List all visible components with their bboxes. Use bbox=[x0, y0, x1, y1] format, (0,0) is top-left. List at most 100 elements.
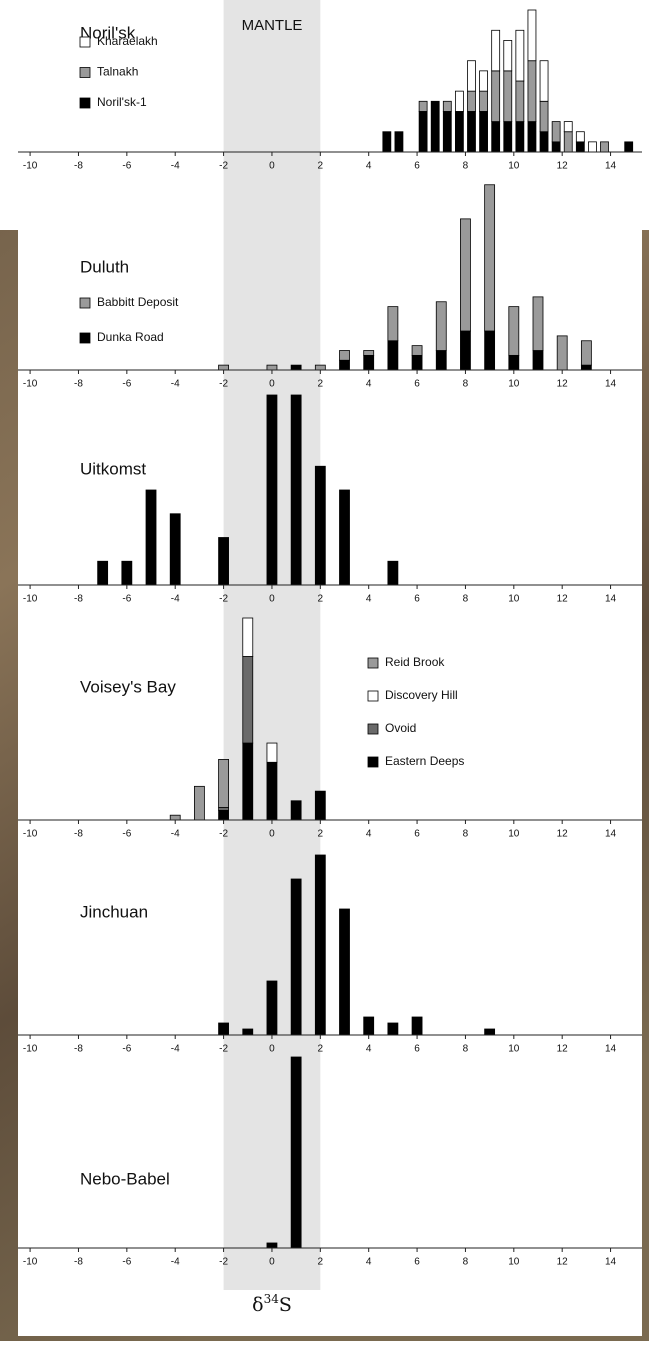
bar-segment bbox=[516, 81, 524, 122]
bar-segment bbox=[485, 1029, 495, 1035]
x-tick-label: 2 bbox=[318, 1044, 324, 1055]
x-tick-label: 14 bbox=[605, 594, 617, 605]
bar-segment bbox=[291, 1057, 301, 1248]
bar-segment bbox=[219, 759, 229, 807]
bar-segment bbox=[552, 122, 560, 142]
x-tick-label: -8 bbox=[74, 1257, 83, 1268]
legend-label: Noril'sk-1 bbox=[97, 95, 147, 109]
x-tick-label: 8 bbox=[463, 379, 469, 390]
bar-segment bbox=[340, 490, 350, 585]
x-tick-label: 4 bbox=[366, 594, 372, 605]
x-tick-label: -2 bbox=[219, 379, 228, 390]
legend-label: Babbitt Deposit bbox=[97, 295, 179, 309]
bar-segment bbox=[340, 360, 350, 370]
bar-segment bbox=[315, 791, 325, 820]
x-tick-label: -10 bbox=[23, 829, 38, 840]
x-tick-label: -4 bbox=[171, 161, 180, 172]
bar-segment bbox=[412, 355, 422, 370]
bar-segment bbox=[601, 142, 609, 152]
legend-label: Reid Brook bbox=[385, 655, 445, 669]
x-tick-label: -2 bbox=[219, 161, 228, 172]
x-tick-label: 2 bbox=[318, 829, 324, 840]
x-tick-label: -6 bbox=[122, 594, 131, 605]
bar-segment bbox=[243, 618, 253, 656]
bar-segment bbox=[388, 561, 398, 585]
bar-segment bbox=[533, 351, 543, 371]
legend-label: Discovery Hill bbox=[385, 688, 458, 702]
bar-segment bbox=[467, 111, 475, 152]
x-tick-label: 4 bbox=[366, 1257, 372, 1268]
bar-segment bbox=[436, 302, 446, 351]
legend-swatch bbox=[80, 68, 90, 78]
bar-segment bbox=[436, 351, 446, 371]
x-tick-label: 14 bbox=[605, 379, 617, 390]
bar-segment bbox=[485, 185, 495, 331]
x-tick-label: -4 bbox=[171, 1257, 180, 1268]
bar-segment bbox=[509, 307, 519, 356]
x-tick-label: 12 bbox=[557, 379, 569, 390]
x-tick-label: 14 bbox=[605, 829, 617, 840]
x-tick-label: 12 bbox=[557, 829, 569, 840]
x-tick-label: 8 bbox=[463, 829, 469, 840]
bar-segment bbox=[528, 61, 536, 122]
x-tick-label: 8 bbox=[463, 594, 469, 605]
bar-segment bbox=[467, 91, 475, 111]
bar-segment bbox=[455, 111, 463, 152]
x-tick-label: 12 bbox=[557, 161, 569, 172]
bar-segment bbox=[170, 815, 180, 820]
x-tick-label: 10 bbox=[508, 161, 520, 172]
bar-segment bbox=[576, 132, 584, 142]
x-tick-label: 0 bbox=[269, 379, 275, 390]
bar-segment bbox=[388, 341, 398, 370]
x-tick-label: -2 bbox=[219, 1044, 228, 1055]
bar-segment bbox=[364, 355, 374, 370]
legend-swatch bbox=[80, 333, 90, 343]
bar-segment bbox=[267, 743, 277, 762]
bar-segment bbox=[516, 122, 524, 152]
x-tick-label: -10 bbox=[23, 379, 38, 390]
bar-segment bbox=[460, 219, 470, 331]
x-tick-label: 0 bbox=[269, 594, 275, 605]
bar-segment bbox=[383, 132, 391, 152]
mantle-label: MANTLE bbox=[242, 17, 303, 34]
x-tick-label: 14 bbox=[605, 161, 617, 172]
bar-segment bbox=[219, 807, 229, 810]
bar-segment bbox=[528, 10, 536, 61]
x-tick-label: 0 bbox=[269, 1257, 275, 1268]
figure: MANTLE δ34S Noril'skNoril'sk-1TalnakhKha… bbox=[0, 0, 649, 1341]
x-tick-label: -4 bbox=[171, 379, 180, 390]
legend-swatch bbox=[368, 658, 378, 668]
bar-segment bbox=[467, 61, 475, 91]
x-tick-label: -2 bbox=[219, 1257, 228, 1268]
x-tick-label: -6 bbox=[122, 1257, 131, 1268]
x-tick-label: -2 bbox=[219, 594, 228, 605]
x-tick-label: 6 bbox=[414, 1257, 420, 1268]
x-tick-label: 0 bbox=[269, 829, 275, 840]
chart-title: Nebo-Babel bbox=[80, 1169, 170, 1188]
legend-swatch bbox=[368, 691, 378, 701]
bar-segment bbox=[431, 101, 439, 152]
legend-label: Talnakh bbox=[97, 65, 138, 79]
bar-segment bbox=[443, 101, 451, 111]
x-tick-label: 2 bbox=[318, 379, 324, 390]
bar-segment bbox=[395, 132, 403, 152]
x-tick-label: -4 bbox=[171, 829, 180, 840]
x-tick-label: -8 bbox=[74, 829, 83, 840]
legend-label: Ovoid bbox=[385, 721, 416, 735]
legend-swatch bbox=[368, 757, 378, 767]
x-tick-label: 6 bbox=[414, 1044, 420, 1055]
x-tick-label: 12 bbox=[557, 1044, 569, 1055]
bar-segment bbox=[315, 365, 325, 370]
bar-segment bbox=[540, 61, 548, 102]
x-tick-label: 0 bbox=[269, 161, 275, 172]
bar-segment bbox=[540, 101, 548, 131]
bar-segment bbox=[267, 762, 277, 820]
bar-segment bbox=[588, 142, 596, 152]
chart-title: Uitkomst bbox=[80, 459, 146, 478]
x-tick-label: 10 bbox=[508, 1257, 520, 1268]
x-tick-label: 0 bbox=[269, 1044, 275, 1055]
bar-segment bbox=[492, 122, 500, 152]
legend-label: Eastern Deeps bbox=[385, 754, 464, 768]
x-tick-label: 4 bbox=[366, 379, 372, 390]
bar-segment bbox=[564, 132, 572, 152]
